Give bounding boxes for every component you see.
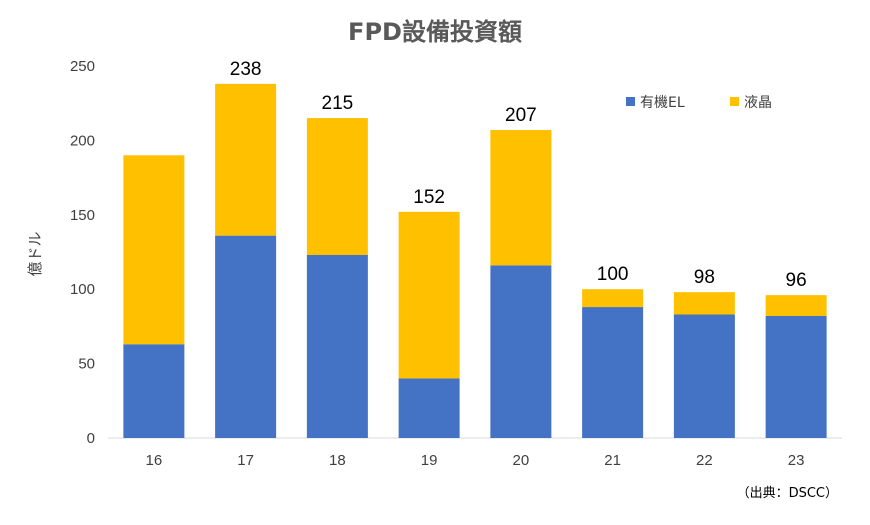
bar-oled-20 <box>490 265 552 438</box>
legend-label-oled: 有機EL <box>640 95 685 111</box>
total-label: 215 <box>322 93 354 114</box>
legend-label-lcd: 液晶 <box>744 95 772 111</box>
bar-oled-18 <box>306 254 368 438</box>
bar-oled-19 <box>398 378 460 438</box>
total-label: 96 <box>786 270 807 291</box>
y-axis-label: 億ドル <box>26 231 44 276</box>
bar-oled-21 <box>582 307 644 438</box>
x-tick-label: 23 <box>788 452 805 469</box>
x-tick-label: 20 <box>513 452 530 469</box>
y-tick-label: 150 <box>70 207 95 224</box>
bar-oled-22 <box>673 314 735 438</box>
bar-lcd-18 <box>306 118 368 255</box>
legend-swatch-oled <box>626 97 635 106</box>
total-label: 238 <box>230 59 262 80</box>
bar-lcd-22 <box>673 292 735 315</box>
bar-lcd-19 <box>398 211 460 379</box>
x-tick-label: 16 <box>146 452 163 469</box>
legend: 有機EL 液晶 <box>626 95 772 111</box>
x-tick-label: 18 <box>329 452 346 469</box>
y-axis-ticks: 0 50 100 150 200 250 <box>70 58 95 447</box>
x-tick-label: 21 <box>604 452 621 469</box>
x-axis-ticks: 16 17 18 19 20 21 22 23 <box>146 452 805 469</box>
y-tick-label: 200 <box>70 132 95 149</box>
bar-lcd-20 <box>490 129 552 266</box>
x-tick-label: 17 <box>237 452 254 469</box>
bar-lcd-17 <box>215 83 277 236</box>
y-tick-label: 50 <box>78 356 95 373</box>
chart-title: FPD設備投資額 <box>348 18 522 46</box>
total-label: 98 <box>694 267 715 288</box>
y-tick-label: 250 <box>70 58 95 75</box>
x-tick-label: 19 <box>421 452 438 469</box>
total-label: 100 <box>597 264 629 285</box>
bar-oled-17 <box>215 235 277 438</box>
total-label: 152 <box>413 187 445 208</box>
bar-lcd-21 <box>582 289 644 308</box>
bar-lcd-16 <box>123 155 185 345</box>
bar-lcd-23 <box>765 295 827 316</box>
x-tick-label: 22 <box>696 452 713 469</box>
legend-swatch-lcd <box>730 97 739 106</box>
total-label: 207 <box>505 105 537 126</box>
source-note: （出典：DSCC） <box>737 486 838 501</box>
y-tick-label: 0 <box>87 430 95 447</box>
bar-oled-16 <box>123 344 185 438</box>
y-tick-label: 100 <box>70 281 95 298</box>
bar-oled-23 <box>765 315 827 438</box>
total-labels: 238 215 152 207 100 98 96 <box>230 59 807 291</box>
bars-group <box>123 83 827 438</box>
